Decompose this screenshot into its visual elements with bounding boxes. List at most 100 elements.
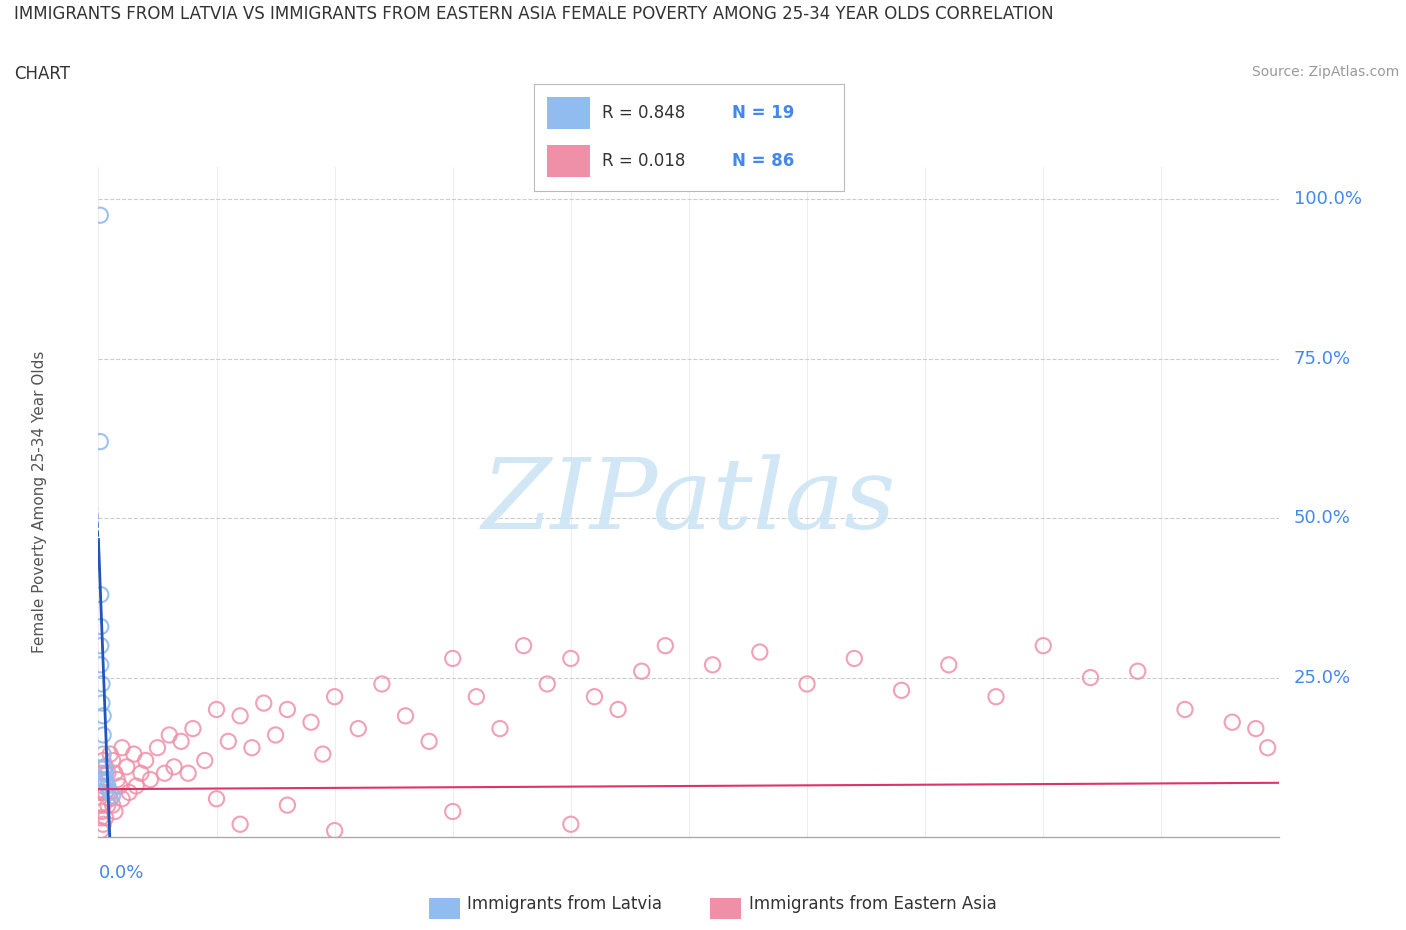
Point [91,747,114,762]
Text: Immigrants from Latvia: Immigrants from Latvia [467,895,662,913]
Point [89,434,111,449]
Point [1032,638,1054,653]
Point [90,798,112,813]
Point [177,765,200,780]
Point [276,702,298,717]
Point [97,778,120,793]
Point [394,709,416,724]
Point [118,785,141,800]
Text: 50.0%: 50.0% [1294,509,1351,527]
Text: Immigrants from Eastern Asia: Immigrants from Eastern Asia [749,895,997,913]
Point [264,727,287,742]
Point [146,740,169,755]
Point [91,676,114,691]
Text: R = 0.018: R = 0.018 [602,152,686,169]
Point [194,753,217,768]
Point [90,619,112,634]
Point [91,709,114,724]
Point [94,785,117,800]
Point [153,765,176,780]
Text: 100.0%: 100.0% [1294,191,1361,208]
Point [89,785,111,800]
Point [299,715,322,730]
Point [104,804,127,819]
Point [98,785,121,800]
Point [139,772,162,787]
Point [129,765,152,780]
Point [94,765,117,780]
Point [101,788,124,803]
Point [323,689,346,704]
Point [89,207,111,222]
Point [111,740,134,755]
Point [125,778,148,793]
Text: 25.0%: 25.0% [1294,669,1351,686]
Point [108,778,131,793]
Point [630,664,652,679]
Point [91,804,114,819]
Point [748,644,770,659]
Point [347,721,370,736]
Point [205,702,228,717]
Point [489,721,512,736]
Point [111,791,134,806]
Point [101,753,124,768]
Point [94,776,117,790]
Point [122,747,145,762]
Point [90,638,112,653]
Text: CHART: CHART [14,65,70,83]
Point [94,760,117,775]
Point [938,658,960,672]
Point [217,734,239,749]
Point [1257,740,1279,755]
Text: ZIPatlas: ZIPatlas [482,455,896,550]
Text: R = 0.848: R = 0.848 [602,103,686,122]
Point [135,753,157,768]
Point [170,734,193,749]
Point [536,676,558,691]
Point [654,638,676,653]
Point [91,727,114,742]
Point [276,798,298,813]
Point [702,658,724,672]
Point [91,753,114,768]
Point [441,804,464,819]
Point [115,760,138,775]
Point [94,772,117,787]
Point [323,823,346,838]
Text: 75.0%: 75.0% [1294,350,1351,367]
Point [560,651,582,666]
Point [844,651,866,666]
Point [97,798,120,813]
Point [512,638,534,653]
Point [91,696,114,711]
Point [441,651,464,666]
Point [181,721,204,736]
Point [104,765,127,780]
Bar [547,145,591,177]
Point [163,760,186,775]
Point [98,791,121,806]
Point [984,689,1007,704]
Point [560,817,582,831]
Point [253,696,276,711]
Point [583,689,606,704]
Point [1244,721,1267,736]
Point [97,782,120,797]
Bar [547,97,591,128]
Point [98,747,121,762]
Point [90,587,112,602]
Text: 0.0%: 0.0% [98,864,143,882]
Point [1080,671,1102,685]
Point [418,734,440,749]
Point [1220,715,1243,730]
Point [105,772,128,787]
Text: N = 19: N = 19 [733,103,794,122]
Point [229,709,252,724]
Point [607,702,630,717]
Text: Female Poverty Among 25-34 Year Olds: Female Poverty Among 25-34 Year Olds [32,351,46,654]
Point [90,658,112,672]
Point [91,798,114,813]
Point [90,823,112,838]
Point [101,798,124,813]
